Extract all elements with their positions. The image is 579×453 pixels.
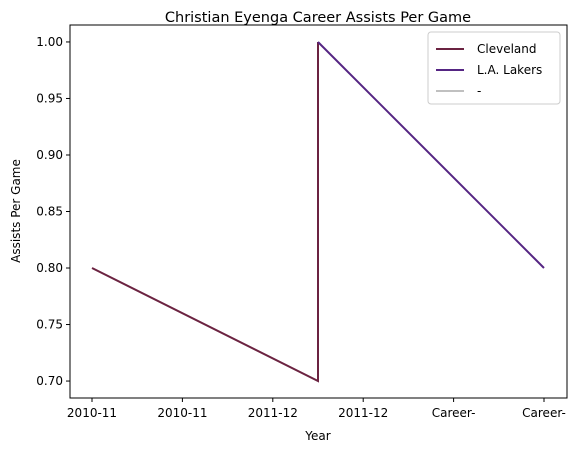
chart-title: Christian Eyenga Career Assists Per Game: [165, 10, 471, 26]
legend-label: Cleveland: [477, 42, 537, 56]
x-tick-label: Career-: [522, 406, 566, 420]
y-axis: 0.70 0.75 0.80 0.85 0.90 0.95 1.00: [36, 35, 70, 388]
x-tick-label: 2011-12: [338, 406, 388, 420]
x-tick-label: Career-: [432, 406, 476, 420]
y-tick-label: 1.00: [36, 35, 63, 49]
x-axis: 2010-11 2010-11 2011-12 2011-12 Career- Caree…: [67, 398, 566, 420]
series-line-1: [317, 41, 545, 269]
x-tick-label: 2010-11: [157, 406, 207, 420]
legend-label: -: [477, 84, 481, 98]
legend: Cleveland L.A. Lakers -: [427, 31, 561, 105]
plot-series: [91, 41, 545, 383]
y-tick-label: 0.85: [36, 205, 63, 219]
y-tick-label: 0.75: [36, 318, 63, 332]
y-tick-label: 0.70: [36, 374, 63, 388]
y-tick-label: 0.95: [36, 91, 63, 105]
y-tick-label: 0.90: [36, 148, 63, 162]
y-tick-label: 0.80: [36, 261, 63, 275]
series-line-0: [91, 42, 319, 383]
x-tick-label: 2010-11: [67, 406, 117, 420]
x-axis-label: Year: [304, 429, 330, 443]
legend-label: L.A. Lakers: [477, 63, 542, 77]
x-tick-label: 2011-12: [248, 406, 298, 420]
y-axis-label: Assists Per Game: [9, 159, 23, 263]
